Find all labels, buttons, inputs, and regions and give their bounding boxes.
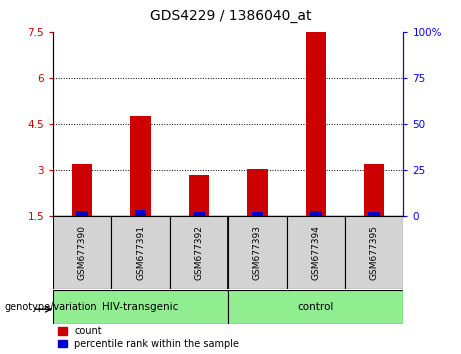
Bar: [193, 212, 205, 216]
Text: GSM677391: GSM677391: [136, 225, 145, 280]
Bar: [368, 212, 380, 216]
Bar: [228, 290, 403, 324]
Bar: [135, 210, 147, 216]
Bar: [189, 175, 209, 216]
Bar: [112, 216, 170, 289]
Text: control: control: [298, 302, 334, 312]
Text: GSM677392: GSM677392: [195, 225, 203, 280]
Bar: [170, 216, 228, 289]
Bar: [130, 116, 151, 216]
Bar: [77, 211, 88, 216]
Bar: [252, 212, 263, 216]
Text: genotype/variation: genotype/variation: [5, 302, 97, 312]
Bar: [364, 164, 384, 216]
Bar: [247, 169, 267, 216]
Legend: count, percentile rank within the sample: count, percentile rank within the sample: [58, 326, 239, 349]
Bar: [228, 216, 287, 289]
Text: GSM677390: GSM677390: [78, 225, 87, 280]
Text: GSM677393: GSM677393: [253, 225, 262, 280]
Bar: [345, 216, 403, 289]
Bar: [72, 164, 92, 216]
Text: HIV-transgenic: HIV-transgenic: [102, 302, 179, 312]
Text: GSM677394: GSM677394: [311, 225, 320, 280]
Bar: [310, 211, 322, 216]
Bar: [306, 32, 326, 216]
Text: GSM677395: GSM677395: [370, 225, 378, 280]
Text: GDS4229 / 1386040_at: GDS4229 / 1386040_at: [150, 9, 311, 23]
Bar: [53, 290, 228, 324]
Bar: [287, 216, 345, 289]
Bar: [53, 216, 112, 289]
